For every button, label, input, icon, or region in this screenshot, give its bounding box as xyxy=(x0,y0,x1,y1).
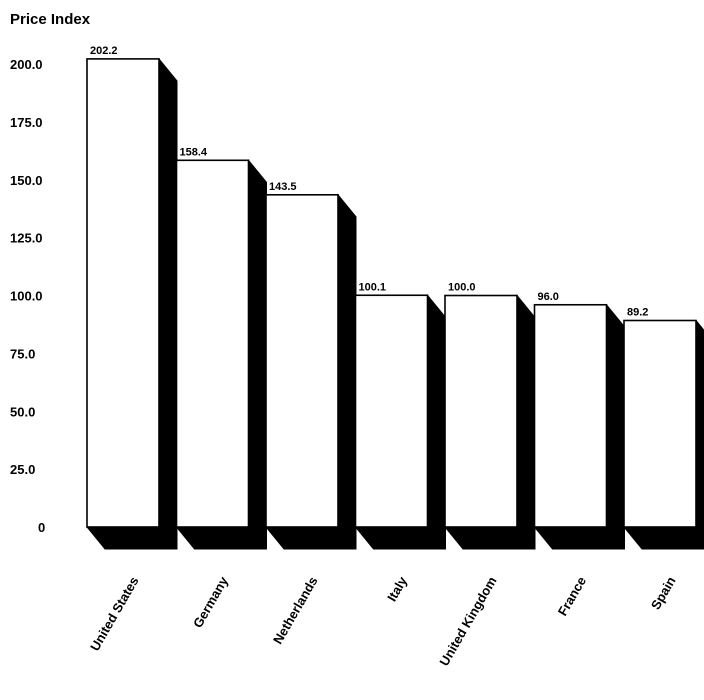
x-tick-label: United States xyxy=(87,574,142,653)
y-axis-title: Price Index xyxy=(10,11,91,28)
y-tick-label: 175.0 xyxy=(10,115,43,130)
y-tick-label: 75.0 xyxy=(10,346,35,361)
x-tick-label: Netherlands xyxy=(270,574,321,647)
x-tick-label: United Kingdom xyxy=(436,574,499,668)
bar-face xyxy=(444,294,518,528)
bar: 100.0 xyxy=(444,282,536,550)
bar-face xyxy=(354,294,429,528)
bar-value-label: 158.4 xyxy=(180,146,208,158)
bar-face xyxy=(175,159,250,528)
y-tick-label: 25.0 xyxy=(10,462,35,477)
bar-value-label: 143.5 xyxy=(269,181,297,193)
bar-value-label: 100.1 xyxy=(359,281,387,293)
bar-value-label: 100.0 xyxy=(448,282,476,294)
x-tick-label: France xyxy=(555,574,589,618)
bar-value-label: 202.2 xyxy=(90,45,118,57)
x-tick-label: Spain xyxy=(648,574,679,612)
y-tick-label: 0 xyxy=(38,520,45,535)
bar: 100.1 xyxy=(354,281,446,550)
bar: 202.2 xyxy=(86,45,178,550)
bar: 143.5 xyxy=(265,181,357,550)
bar-face xyxy=(533,303,608,528)
bar-face xyxy=(265,193,339,528)
bar-face xyxy=(623,319,697,528)
x-tick-label: Germany xyxy=(190,573,232,630)
y-tick-label: 200.0 xyxy=(10,57,43,72)
bars: 202.2 158.4 143.5 100.1 100.0 96.0 89.2 xyxy=(86,45,704,550)
y-tick-label: 100.0 xyxy=(10,289,43,304)
x-tick-label: Italy xyxy=(384,573,410,604)
bar: 96.0 xyxy=(533,291,625,550)
bar-value-label: 89.2 xyxy=(627,307,648,319)
y-tick-label: 50.0 xyxy=(10,404,35,419)
bar: 89.2 xyxy=(623,307,704,550)
bar: 158.4 xyxy=(175,146,267,550)
x-axis-ticks: United States Germany Netherlands Italy Unit… xyxy=(87,573,679,668)
y-axis-ticks: 0 25.0 50.0 75.0 100.0 125.0 150.0 175.0 200.0 xyxy=(10,57,45,535)
y-tick-label: 150.0 xyxy=(10,173,43,188)
bar-value-label: 96.0 xyxy=(538,291,559,303)
bar-face xyxy=(86,58,160,528)
y-tick-label: 125.0 xyxy=(10,231,43,246)
